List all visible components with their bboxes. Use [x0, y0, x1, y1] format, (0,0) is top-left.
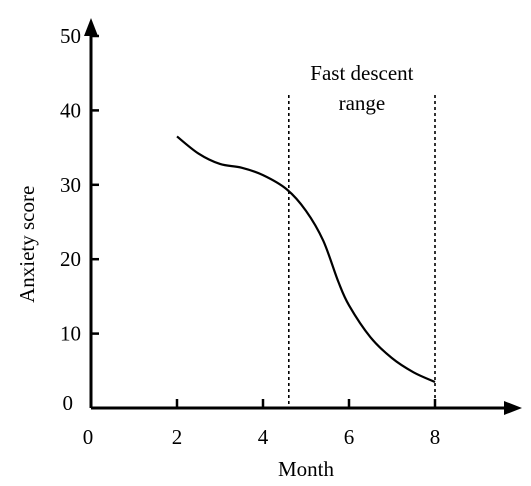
x-tick-label-6: 6: [344, 425, 355, 449]
anxiety-curve: [176, 135, 436, 383]
ticks-layer: 2 4 6 8 10 20 30 40 50 00: [60, 24, 440, 449]
y-origin-label: 0: [63, 391, 74, 415]
x-tick-label-4: 4: [258, 425, 269, 449]
y-tick-label-20: 20: [60, 247, 81, 271]
y-axis-title: Anxiety score: [15, 186, 39, 303]
annotation-line-1: Fast descent: [310, 61, 413, 85]
annotation-line-2: range: [339, 91, 386, 115]
x-axis-title: Month: [278, 457, 335, 481]
annotation-lines-layer: [287, 95, 436, 408]
x-tick-label-8: 8: [430, 425, 441, 449]
y-axis-arrowhead: [84, 18, 98, 36]
y-tick-label-40: 40: [60, 98, 81, 122]
x-origin-label: 0: [83, 425, 94, 449]
x-axis-arrowhead: [504, 401, 522, 415]
x-tick-label-2: 2: [172, 425, 183, 449]
annotation-text: Fast descent range: [310, 61, 413, 115]
y-tick-label-10: 10: [60, 322, 81, 346]
y-tick-label-50: 50: [60, 24, 81, 48]
y-tick-label-30: 30: [60, 173, 81, 197]
axes-layer: [84, 18, 522, 415]
